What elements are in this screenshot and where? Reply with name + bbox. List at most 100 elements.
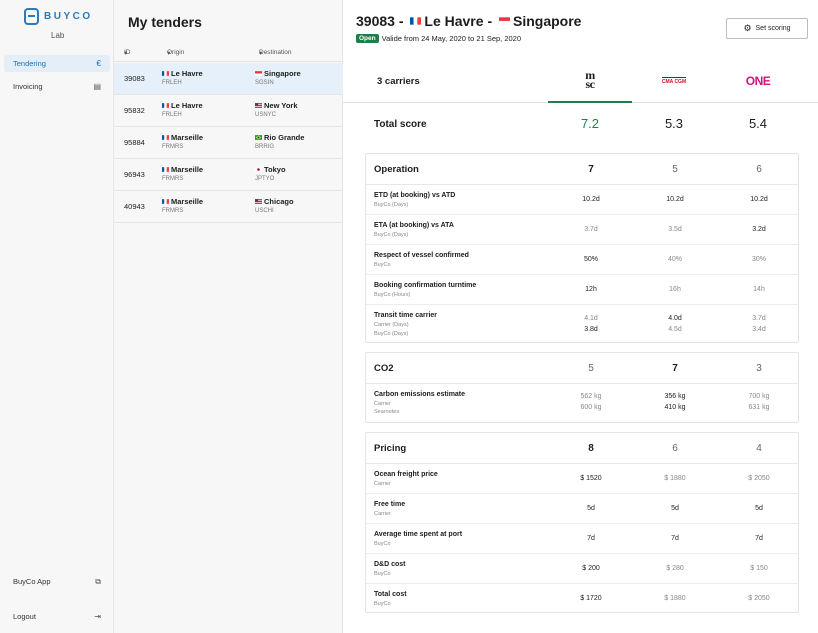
metric-value-msc: 3.7d (584, 226, 598, 233)
metric-value-cma: $ 1880 (664, 595, 686, 602)
destination-code: SGSIN (255, 80, 274, 86)
destination-name: Rio Grande (264, 133, 305, 142)
col-origin-label: Origin (167, 49, 185, 56)
pricing-title: Pricing (374, 443, 407, 454)
destination-name: Chicago (264, 197, 294, 206)
metric-value-msc: 3.8d (584, 326, 598, 333)
metric-label: ETA (at booking) vs ATA (374, 222, 454, 229)
destination-port: Rio Grande (255, 133, 304, 142)
france-flag-icon (162, 167, 169, 172)
carrier-tab-one[interactable]: ONE (716, 58, 800, 103)
total-score-label: Total score (374, 119, 427, 130)
metric-source: Searoutes (374, 409, 400, 415)
metric-value-cma: 40% (667, 256, 682, 263)
metric-value-msc: 12h (585, 286, 597, 293)
nav-buyco-app[interactable]: BuyCo App ⧉ (4, 573, 110, 590)
nav-invoicing-label: Invoicing (13, 82, 43, 91)
tender-row[interactable]: 95884 Marseille FRMRS Rio Grande BRRIG (114, 127, 343, 159)
invoice-icon: ▤ (93, 82, 101, 91)
set-scoring-button[interactable]: ⚙ Set scoring (726, 18, 808, 39)
destination-code: USNYC (255, 112, 277, 118)
metric-value-cma: 356 kg (664, 393, 686, 400)
set-scoring-label: Set scoring (755, 25, 791, 32)
operation-score-one: 6 (756, 164, 762, 175)
total-score-msc: 7.2 (580, 116, 600, 131)
metric-value-msc: 50% (583, 256, 598, 263)
metric-label: Average time spent at port (374, 531, 463, 538)
tender-row[interactable]: 40943 Marseille FRMRS Chicago USCHI (114, 191, 343, 223)
metric-value-one: 3.2d (752, 226, 766, 233)
metric-label: ETD (at booking) vs ATD (374, 192, 456, 199)
destination-code: USCHI (255, 208, 274, 214)
usa-flag-icon (255, 103, 262, 108)
col-origin[interactable]: Origin ▾ (167, 49, 185, 57)
nav-invoicing[interactable]: Invoicing ▤ (4, 78, 110, 95)
metric-value-one: 3.4d (752, 326, 766, 333)
metric-row: ETA (at booking) vs ATA BuyCo (Days) 3.7… (366, 215, 798, 245)
co2-score-msc: 5 (588, 363, 594, 374)
japan-flag-icon (255, 167, 262, 172)
co2-header: CO2 5 7 3 (366, 353, 798, 384)
usa-flag-icon (255, 199, 262, 204)
carrier-count: 3 carriers (377, 76, 420, 87)
metric-value-msc: 5d (587, 505, 595, 512)
co2-card: CO2 5 7 3 Carbon emissions estimate Carr… (365, 352, 799, 423)
pricing-score-cma: 6 (672, 443, 678, 454)
metric-value-cma: 5d (671, 505, 679, 512)
metric-value-msc: $ 200 (582, 565, 600, 572)
metric-source: BuyCo (374, 262, 391, 268)
total-score-row: Total score 7.2 5.3 5.4 (374, 110, 799, 140)
tender-row[interactable]: 95832 Le Havre FRLEH New York USNYC (114, 95, 343, 127)
metric-value-cma: 16h (669, 286, 681, 293)
origin-code: FRMRS (162, 208, 184, 214)
metric-value-msc: 10.2d (582, 196, 600, 203)
origin-name: Le Havre (171, 69, 203, 78)
nav-tendering[interactable]: Tendering € (4, 55, 110, 72)
origin-code: FRMRS (162, 144, 184, 150)
metric-value-msc: $ 1520 (580, 475, 602, 482)
carrier-tab-msc[interactable]: m sc (548, 58, 632, 103)
metric-source: BuyCo (374, 601, 391, 607)
tender-row[interactable]: 96943 Marseille FRMRS Tokyo JPTYO (114, 159, 343, 191)
metric-row: Respect of vessel confirmed BuyCo 50% 40… (366, 245, 798, 275)
france-flag-icon (410, 17, 422, 25)
metric-source: BuyCo (374, 541, 391, 547)
destination-port: Tokyo (255, 165, 286, 174)
france-flag-icon (162, 199, 169, 204)
col-destination-label: Destination (259, 49, 292, 56)
buyco-logo-icon (24, 8, 39, 25)
origin-port: Marseille (162, 165, 203, 174)
france-flag-icon (162, 103, 169, 108)
metric-row: D&D cost BuyCo $ 200 $ 280 $ 150 (366, 554, 798, 584)
metric-label: Total cost (374, 591, 407, 598)
carrier-tabs: 3 carriers m sc CMA CGM ONE (343, 58, 818, 103)
col-destination[interactable]: Destination ▾ (259, 49, 292, 57)
nav-logout[interactable]: Logout ⇥ (4, 608, 110, 625)
total-score-one: 5.4 (748, 116, 768, 131)
gear-icon: ⚙ (743, 23, 752, 33)
metric-value-cma: 4.0d (668, 315, 682, 322)
external-link-icon: ⧉ (95, 576, 101, 586)
col-id[interactable]: ID ▾ (124, 49, 131, 57)
metric-source: BuyCo (Hours) (374, 292, 411, 298)
metric-value-cma: 7d (671, 535, 679, 542)
brand-sub: Lab (51, 31, 65, 40)
metric-source: BuyCo (374, 571, 391, 577)
buyco-logo[interactable]: BUYCO (24, 8, 93, 25)
validity-text: Valide from 24 May, 2020 to 21 Sep, 2020 (381, 34, 522, 43)
metric-value-msc: 4.1d (584, 315, 598, 322)
tender-id: 95832 (124, 106, 145, 115)
pricing-score-msc: 8 (588, 443, 594, 454)
metric-label: D&D cost (374, 561, 406, 568)
origin-code: FRLEH (162, 80, 182, 86)
metric-row: Total cost BuyCo $ 1720 $ 1880 $ 2050 (366, 584, 798, 613)
singapore-flag-icon (499, 17, 510, 25)
tender-id: 39083 (124, 74, 145, 83)
operation-card: Operation 7 5 6 ETD (at booking) vs ATD … (365, 153, 799, 343)
tender-row[interactable]: 39083 Le Havre FRLEH Singapore SGSIN (114, 63, 343, 95)
destination-name: New York (264, 101, 298, 110)
tender-id: 40943 (124, 202, 145, 211)
brand-name: BUYCO (44, 11, 93, 22)
carrier-tab-cma-cgm[interactable]: CMA CGM (632, 58, 716, 103)
one-logo: ONE (745, 73, 771, 88)
